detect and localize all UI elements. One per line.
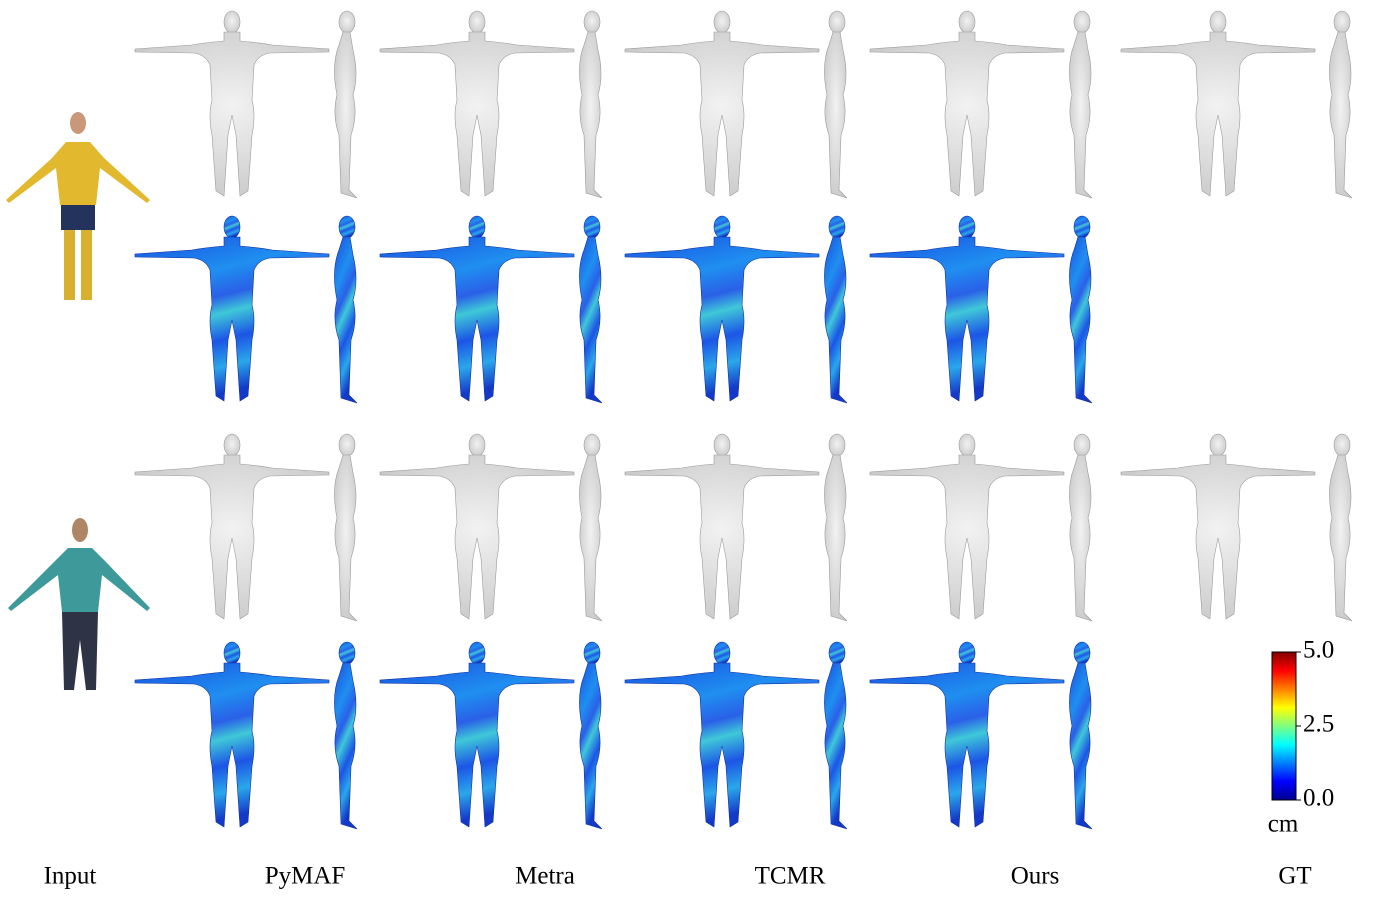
error-map-side	[1068, 215, 1093, 404]
mesh-side	[578, 433, 603, 622]
mesh-side	[578, 10, 603, 199]
mesh-side	[1328, 433, 1353, 622]
mesh-front	[624, 10, 820, 197]
error-map-side	[333, 215, 358, 404]
error-map-front	[869, 215, 1065, 402]
mesh-renders	[134, 10, 1353, 830]
column-label: TCMR	[755, 863, 826, 890]
error-map-side	[823, 641, 848, 830]
mesh-side	[1068, 433, 1093, 622]
mesh-front	[1120, 433, 1316, 620]
column-label: GT	[1278, 863, 1311, 890]
error-map-front	[134, 641, 330, 828]
error-map-front	[869, 641, 1065, 828]
error-map-front	[624, 215, 820, 402]
error-map-side	[1068, 641, 1093, 830]
mesh-front	[379, 10, 575, 197]
error-map-front	[379, 215, 575, 402]
error-map-side	[823, 215, 848, 404]
error-map-side	[333, 641, 358, 830]
mesh-side	[823, 433, 848, 622]
mesh-front	[869, 433, 1065, 620]
colorbar-tick-label: 0.0	[1303, 785, 1334, 812]
mesh-side	[1068, 10, 1093, 199]
error-map-side	[578, 641, 603, 830]
colorbar	[1271, 651, 1297, 801]
error-map-front	[379, 641, 575, 828]
input-person-1	[6, 112, 150, 300]
error-map-front	[624, 641, 820, 828]
error-map-front	[134, 215, 330, 402]
colorbar-tick-label: 2.5	[1303, 711, 1334, 738]
mesh-side	[333, 433, 358, 622]
mesh-front	[1120, 10, 1316, 197]
column-label: Ours	[1011, 863, 1060, 890]
column-label: Input	[44, 863, 97, 890]
input-person-2	[8, 518, 150, 690]
mesh-front	[134, 433, 330, 620]
mesh-front	[134, 10, 330, 197]
mesh-front	[379, 433, 575, 620]
error-map-side	[578, 215, 603, 404]
mesh-side	[1328, 10, 1353, 199]
mesh-side	[823, 10, 848, 199]
mesh-front	[869, 10, 1065, 197]
colorbar-unit: cm	[1268, 811, 1299, 838]
mesh-front	[624, 433, 820, 620]
column-label: PyMAF	[265, 863, 346, 890]
column-label: Metra	[515, 863, 575, 890]
colorbar-tick-label: 5.0	[1303, 637, 1334, 664]
mesh-side	[333, 10, 358, 199]
